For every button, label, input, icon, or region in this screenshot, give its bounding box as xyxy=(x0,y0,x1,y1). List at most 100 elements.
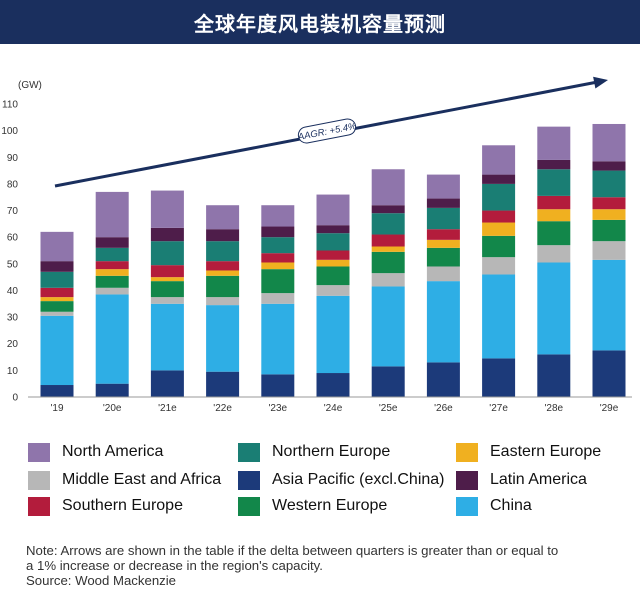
bar-segment xyxy=(592,170,626,198)
title-bar: 全球年度风电装机容量预测 xyxy=(0,0,640,44)
bar-segment xyxy=(371,169,405,206)
bar-segment xyxy=(206,297,240,306)
footnote: Note: Arrows are shown in the table if t… xyxy=(26,543,632,588)
bar-segment xyxy=(371,213,405,235)
bar-segment xyxy=(426,239,460,248)
bar-segment xyxy=(482,235,516,258)
bar-segment xyxy=(206,275,240,298)
note-line-1: Note: Arrows are shown in the table if t… xyxy=(26,543,559,558)
legend: North America Northern Europe Eastern Eu… xyxy=(28,440,628,526)
bar-segment xyxy=(537,169,571,196)
bar-segment xyxy=(150,277,184,282)
bar-segment xyxy=(261,303,295,375)
legend-swatch xyxy=(456,496,478,516)
y-tick-label: 90 xyxy=(7,153,19,164)
bar-segment xyxy=(371,234,405,247)
bar-segment xyxy=(261,226,295,238)
legend-item-western-europe: Western Europe xyxy=(238,494,387,518)
bar-segment xyxy=(426,198,460,208)
bar-segment xyxy=(95,191,129,238)
bar-segment xyxy=(482,183,516,211)
bar-segment xyxy=(206,205,240,230)
y-tick-label: 60 xyxy=(7,233,19,244)
bar-segment xyxy=(40,297,74,302)
x-tick-label: '27e xyxy=(489,403,508,414)
bar-segment xyxy=(95,237,129,248)
x-tick-label: '23e xyxy=(269,403,288,414)
bar-segment xyxy=(95,269,129,276)
legend-swatch xyxy=(28,496,50,516)
legend-item-southern-europe: Southern Europe xyxy=(28,494,183,518)
bar-segment xyxy=(206,371,240,397)
bar-segment xyxy=(316,194,350,226)
bar-segment xyxy=(426,229,460,240)
legend-swatch xyxy=(28,442,50,462)
bar-segment xyxy=(592,259,626,351)
bar-segment xyxy=(150,303,184,371)
bar-segment xyxy=(95,294,129,384)
bar-segment xyxy=(482,222,516,236)
note-line-2: a 1% increase or decrease in the region'… xyxy=(26,558,323,573)
legend-label: Northern Europe xyxy=(272,443,391,460)
legend-item-middle-east-africa: Middle East and Africa xyxy=(28,468,221,492)
stacked-bar-chart: (GW) 0 10 20 30 40 50 60 70 80 90 100 110 '19 '20e '21e… xyxy=(1,76,632,414)
bar-segment xyxy=(592,219,626,242)
bar-segment xyxy=(592,241,626,260)
bar-segment xyxy=(537,221,571,246)
bar-segment xyxy=(316,285,350,296)
bar-segment xyxy=(316,250,350,260)
legend-label: North America xyxy=(62,443,164,460)
bar-segment xyxy=(371,273,405,287)
source-line: Source: Wood Mackenzie xyxy=(26,573,177,588)
y-axis-unit-label: (GW) xyxy=(18,80,42,91)
bar-segment xyxy=(316,373,350,397)
bar-segment xyxy=(40,301,74,312)
bar-segment xyxy=(261,205,295,227)
x-tick-label: '24e xyxy=(324,403,343,414)
bar-segment xyxy=(371,205,405,214)
bar-segment xyxy=(206,229,240,242)
bar-segment xyxy=(371,246,405,252)
legend-swatch xyxy=(28,470,50,490)
bar-segment xyxy=(426,247,460,267)
x-tick-label: '25e xyxy=(379,403,398,414)
bar-segment xyxy=(261,253,295,263)
bar-segment xyxy=(592,209,626,220)
bar-segment xyxy=(261,237,295,254)
bar-segment xyxy=(316,233,350,251)
aagr-callout: AAGR: +5.4% xyxy=(296,118,358,144)
bar-segment xyxy=(150,227,184,242)
x-tick-label: '20e xyxy=(103,403,122,414)
bar-segment xyxy=(40,261,74,272)
legend-label: China xyxy=(490,497,532,514)
chart-title: 全球年度风电装机容量预测 xyxy=(194,11,446,36)
trend-arrowhead xyxy=(593,76,608,89)
bar-segment xyxy=(261,269,295,294)
bar-segment xyxy=(537,245,571,263)
y-tick-label: 20 xyxy=(7,339,19,350)
bar-segment xyxy=(482,274,516,359)
bar-segment xyxy=(206,270,240,276)
bar-segment xyxy=(261,262,295,270)
legend-item-asia-pacific: Asia Pacific (excl.China) xyxy=(238,468,445,492)
bar-segment xyxy=(426,207,460,230)
bar-segment xyxy=(482,174,516,184)
bar-segment xyxy=(40,311,74,316)
bar-segment xyxy=(537,195,571,210)
bar-segment xyxy=(537,126,571,160)
bar-segment xyxy=(426,266,460,282)
y-tick-label: 100 xyxy=(1,126,18,137)
legend-swatch xyxy=(238,470,260,490)
bar-segment xyxy=(482,358,516,397)
bar-segment xyxy=(316,295,350,374)
bar-segment xyxy=(316,266,350,286)
y-tick-label: 30 xyxy=(7,313,19,324)
legend-label: Latin America xyxy=(490,471,587,488)
bar-segment xyxy=(40,287,74,298)
legend-label: Southern Europe xyxy=(62,497,183,514)
bar-segment xyxy=(261,293,295,304)
legend-label: Middle East and Africa xyxy=(62,471,222,488)
bar-segment xyxy=(40,385,74,397)
y-tick-label: 10 xyxy=(7,366,19,377)
bar-segment xyxy=(95,247,129,262)
